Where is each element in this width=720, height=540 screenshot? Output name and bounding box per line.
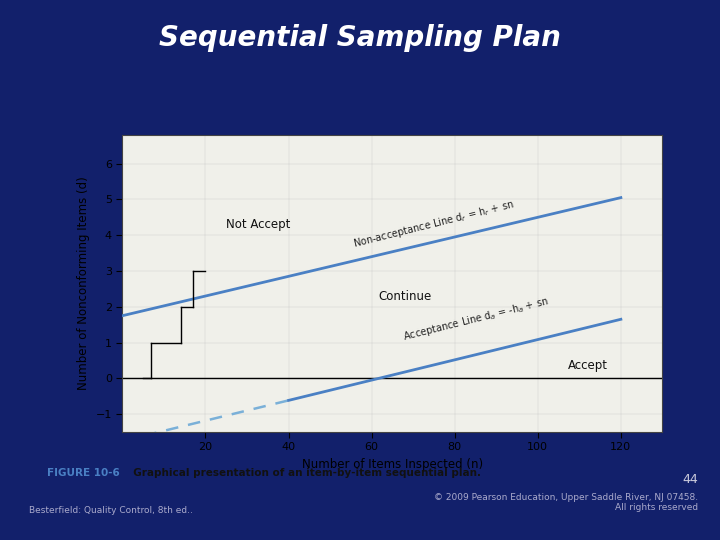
X-axis label: Number of Items Inspected (n): Number of Items Inspected (n) [302, 458, 483, 471]
Text: Continue: Continue [378, 289, 431, 302]
Text: Acceptance Line d$_a$ = -h$_a$ + sn: Acceptance Line d$_a$ = -h$_a$ + sn [401, 294, 550, 345]
Text: Non-acceptance Line d$_r$ = h$_r$ + sn: Non-acceptance Line d$_r$ = h$_r$ + sn [352, 198, 516, 251]
Text: 44: 44 [683, 473, 698, 486]
Text: FIGURE 10-6: FIGURE 10-6 [47, 468, 120, 478]
Text: Besterfield: Quality Control, 8th ed..: Besterfield: Quality Control, 8th ed.. [29, 506, 193, 515]
Text: Graphical presentation of an item-by-item sequential plan.: Graphical presentation of an item-by-ite… [126, 468, 481, 478]
Text: © 2009 Pearson Education, Upper Saddle River, NJ 07458.
All rights reserved: © 2009 Pearson Education, Upper Saddle R… [434, 492, 698, 512]
Text: Accept: Accept [567, 359, 608, 372]
Y-axis label: Number of Nonconforming Items (d): Number of Nonconforming Items (d) [77, 177, 90, 390]
Text: Sequential Sampling Plan: Sequential Sampling Plan [159, 24, 561, 52]
Text: Not Accept: Not Accept [226, 218, 291, 231]
